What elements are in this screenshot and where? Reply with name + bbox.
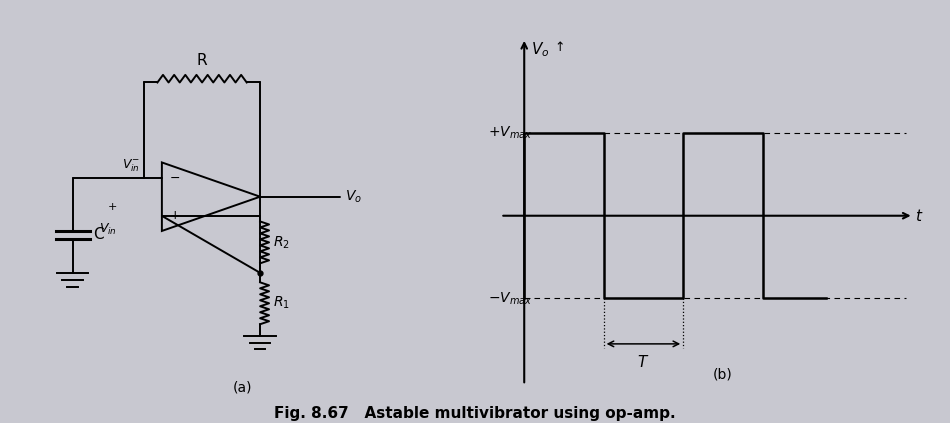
Text: $V_{in}$: $V_{in}$ xyxy=(100,222,117,237)
Text: $t$: $t$ xyxy=(915,208,923,224)
Text: $-$: $-$ xyxy=(168,171,180,184)
Text: Fig. 8.67   Astable multivibrator using op-amp.: Fig. 8.67 Astable multivibrator using op… xyxy=(275,406,675,421)
Text: $R_1$: $R_1$ xyxy=(273,295,290,311)
Text: $+$: $+$ xyxy=(168,209,180,222)
Text: $+$: $+$ xyxy=(107,201,117,212)
Text: $V_{in}^{-}$: $V_{in}^{-}$ xyxy=(122,157,140,174)
Text: $T$: $T$ xyxy=(637,354,650,370)
Text: $R_2$: $R_2$ xyxy=(273,234,290,250)
Text: $-V_{max}$: $-V_{max}$ xyxy=(488,290,533,307)
Text: $V_o$: $V_o$ xyxy=(531,41,549,59)
Text: R: R xyxy=(197,53,207,68)
Text: (b): (b) xyxy=(713,367,732,381)
Text: (a): (a) xyxy=(233,381,252,395)
Text: $V_o$: $V_o$ xyxy=(345,189,362,205)
Text: $+V_{max}$: $+V_{max}$ xyxy=(488,125,533,141)
Text: C: C xyxy=(93,227,104,242)
Text: $\uparrow$: $\uparrow$ xyxy=(552,41,564,55)
